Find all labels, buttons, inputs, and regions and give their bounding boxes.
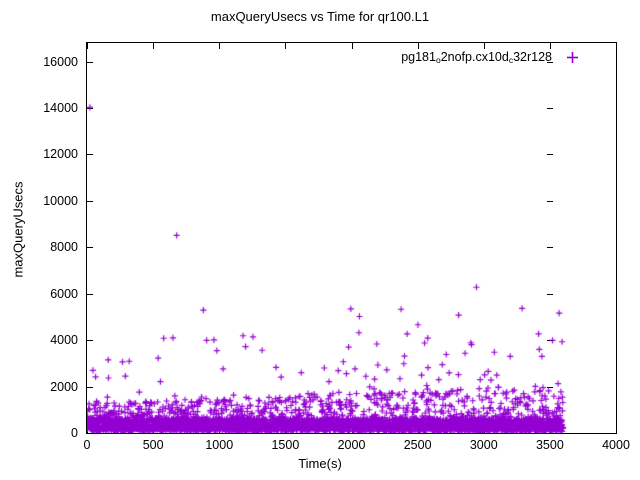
x-tick-mark xyxy=(616,427,617,433)
y-tick-label: 0 xyxy=(71,426,78,440)
y-tick-label: 16000 xyxy=(43,54,78,69)
y-tick-label: 10000 xyxy=(43,193,78,208)
x-tick-label: 1000 xyxy=(205,438,234,452)
legend-series-label: pg181o2nofp.cx10dc32r128 xyxy=(401,50,552,65)
page-title: maxQueryUsecs vs Time for qr100.L1 xyxy=(210,9,430,24)
y-tick-label: 4000 xyxy=(50,333,78,348)
y-tick-label: 6000 xyxy=(50,286,78,301)
x-tick-label: 2500 xyxy=(403,438,432,452)
y-tick-mark xyxy=(87,433,93,434)
x-tick-label: 2000 xyxy=(337,438,366,452)
x-tick-label: 500 xyxy=(142,438,164,452)
y-tick-mark xyxy=(547,433,553,434)
x-tick-label: 3000 xyxy=(469,438,498,452)
y-tick-label: 8000 xyxy=(50,240,78,255)
y-tick-label: 2000 xyxy=(50,379,78,394)
y-tick-label: 12000 xyxy=(43,147,78,162)
y-tick-label: 14000 xyxy=(43,101,78,115)
x-axis-label: Time(s) xyxy=(298,456,342,471)
x-tick-label: 0 xyxy=(83,438,91,452)
x-tick-mark xyxy=(616,43,617,49)
x-tick-label: 4000 xyxy=(602,438,630,452)
x-tick-label: 1500 xyxy=(271,438,300,452)
scatter-data-layer xyxy=(87,43,616,433)
x-tick-label: 3500 xyxy=(535,438,564,452)
legend-plus-icon xyxy=(567,52,578,63)
